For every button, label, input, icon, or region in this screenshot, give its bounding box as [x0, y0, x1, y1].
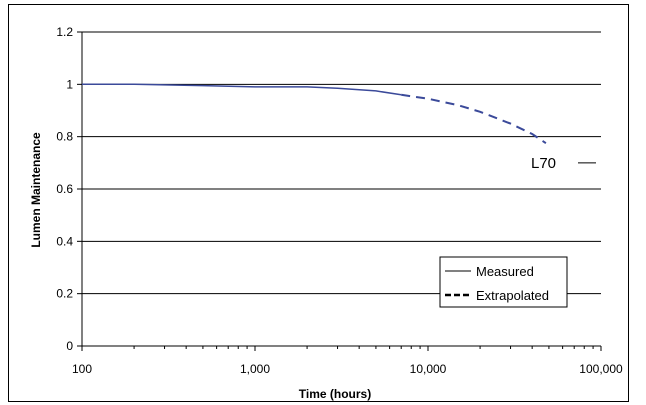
legend-label: Measured: [476, 264, 534, 279]
y-tick-label: 0.6: [56, 182, 73, 196]
legend-label: Extrapolated: [476, 288, 549, 303]
series-line-extrapolated: [401, 93, 547, 145]
y-tick-label: 1.2: [56, 25, 73, 39]
annotation-layer: L70: [531, 155, 596, 172]
series-layer: [82, 83, 547, 145]
x-tick-label: 10,000: [410, 362, 447, 376]
y-tick-label: 0.4: [56, 234, 73, 248]
x-tick-label: 1,000: [240, 362, 270, 376]
y-axis-title: Lumen Maintenance: [29, 132, 43, 248]
x-tick-label: 100,000: [579, 362, 623, 376]
legend-box: [439, 256, 568, 308]
y-tick-label: 0.8: [56, 130, 73, 144]
grid-layer: [82, 31, 601, 295]
series-line-measured: [82, 83, 402, 96]
x-tick-label: 100: [72, 362, 92, 376]
y-tick-label: 1: [66, 77, 73, 91]
y-tick-label: 0: [66, 339, 73, 353]
x-axis-title: Time (hours): [299, 387, 371, 401]
axis-layer: 0 0.2 0.4 0.6 0.8 1 1.2 100 1,000 10,000 100,000: [56, 25, 623, 376]
chart-frame: [8, 4, 629, 402]
y-tick-label: 0.2: [56, 287, 73, 301]
legend: Measured Extrapolated: [439, 256, 568, 308]
annotation-label: L70: [531, 155, 556, 172]
